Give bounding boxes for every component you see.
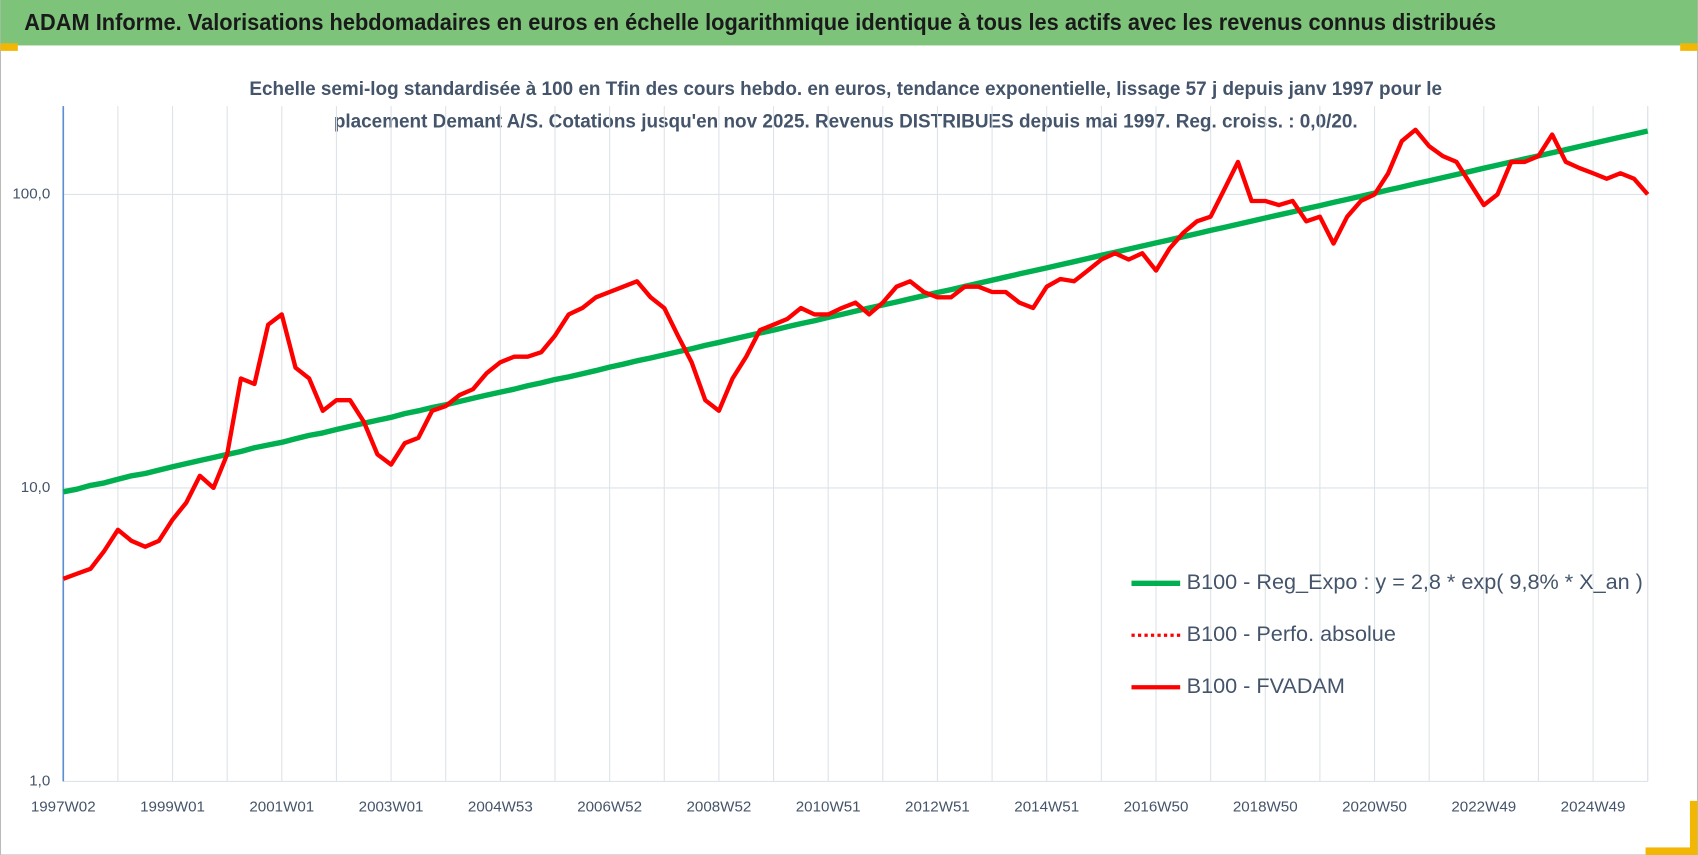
y-tick-label: 1,0: [29, 772, 50, 789]
x-tick-label: 2018W50: [1233, 798, 1298, 815]
x-tick-label: 2012W51: [905, 798, 970, 815]
corner: [0, 43, 18, 51]
series-line: [62, 128, 1649, 495]
legend-label: B100 - Perfo. absolue: [1187, 621, 1396, 646]
series-line: [62, 127, 1650, 581]
x-tick-label: 2020W50: [1342, 798, 1407, 815]
legend-label: B100 - FVADAM: [1187, 673, 1345, 698]
x-tick-label: 2024W49: [1561, 798, 1626, 815]
x-tick-label: 1999W01: [140, 798, 205, 815]
x-tick-label: 2006W52: [577, 798, 642, 815]
subtitle: placement Demant A/S. Cotations jusqu'en…: [334, 110, 1358, 132]
y-tick-label: 100,0: [12, 185, 50, 202]
header-bar: [0, 0, 1698, 46]
legend-label: B100 - Reg_Expo : y = 2,8 * exp( 9,8% * …: [1187, 569, 1643, 594]
corner: [1645, 847, 1698, 855]
chart-title: ADAM Informe. Valorisations hebdomadaire…: [24, 9, 1496, 35]
x-tick-label: 2004W53: [468, 798, 533, 815]
corner: [1689, 800, 1698, 855]
y-tick-label: 10,0: [21, 479, 50, 496]
x-tick-label: 2001W01: [249, 798, 314, 815]
corner: [1680, 43, 1698, 51]
x-tick-label: 2010W51: [796, 798, 861, 815]
x-tick-label: 2022W49: [1451, 798, 1516, 815]
x-tick-label: 2008W52: [686, 798, 751, 815]
x-tick-label: 2016W50: [1124, 798, 1189, 815]
x-tick-label: 2014W51: [1014, 798, 1079, 815]
x-tick-label: 2003W01: [359, 798, 424, 815]
x-tick-label: 1997W02: [31, 798, 96, 815]
subtitle: Echelle semi-log standardisée à 100 en T…: [249, 78, 1442, 100]
